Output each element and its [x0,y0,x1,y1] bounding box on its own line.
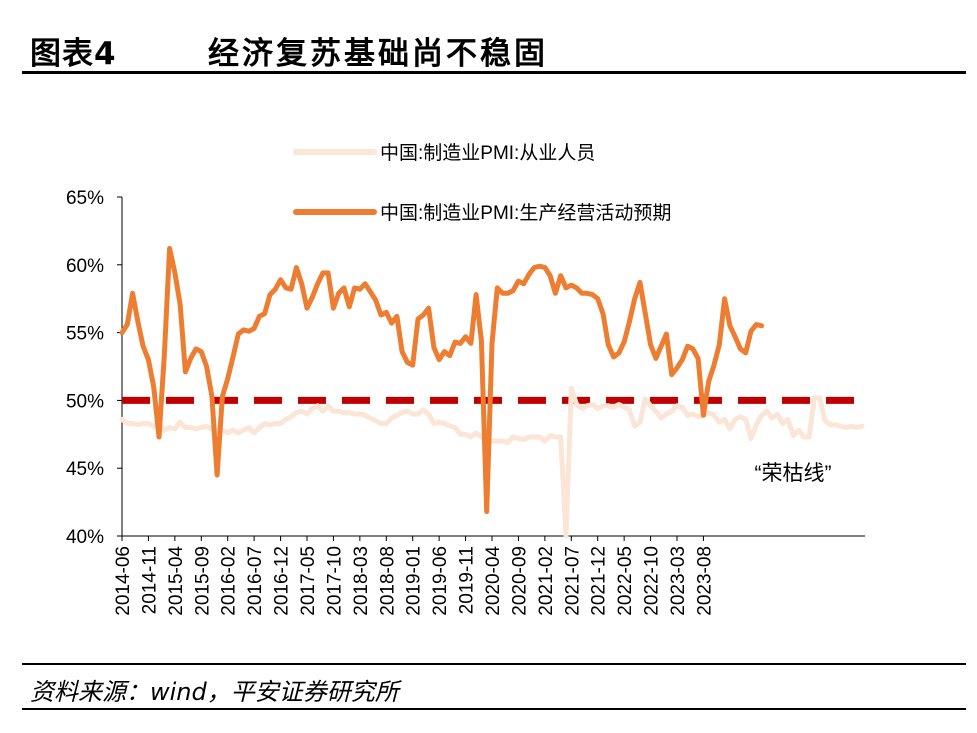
figure-title: 图表4 经济复苏基础尚不稳固 [22,26,966,74]
series-layer [119,246,865,539]
figure-title-text: 经济复苏基础尚不稳固 [208,36,548,72]
x-tick-label: 2022-10 [642,546,663,616]
x-tick-label: 2023-08 [694,546,715,616]
x-tick-label: 2015-04 [166,546,187,616]
x-tick-label: 2016-07 [245,546,266,616]
expectations-series-line [119,246,765,515]
figure-number: 图表4 [30,36,117,72]
x-tick-label: 2023-03 [668,546,689,616]
x-tick-label: 2014-11 [139,546,160,614]
x-tick-label: 2019-06 [430,546,451,616]
x-tick-label: 2016-12 [272,546,293,616]
x-tick-label: 2018-03 [351,546,372,616]
y-tick-label: 65% [66,188,104,209]
y-tick-label: 45% [66,459,104,480]
x-tick-label: 2021-02 [536,546,557,616]
x-tick-label: 2020-09 [509,546,530,616]
x-tick-label: 2021-07 [562,546,583,616]
x-tick-label: 2015-09 [192,546,213,616]
x-tick-label: 2019-11 [457,546,478,614]
x-tick-label: 2021-12 [589,546,610,616]
legend-label: 中国:制造业PMI:从业人员 [380,142,595,164]
legend-label: 中国:制造业PMI:生产经营活动预期 [380,202,671,224]
x-tick-label: 2017-05 [298,546,319,616]
x-tick-label: 2017-10 [324,546,345,616]
y-tick-label: 50% [66,391,104,412]
x-tick-label: 2020-04 [483,546,504,616]
employees-series-line [119,385,865,539]
source-bottom-rule [22,708,966,710]
threshold-label: “荣枯线” [755,462,832,485]
x-tick-label: 2016-02 [219,546,240,616]
pmi-line-chart: 40%45%50%55%60%65%2014-06 2014-11 2015-04 2… [66,142,865,616]
y-tick-label: 60% [66,256,104,277]
chart-axes: 40%45%50%55%60%65%2014-06 2014-11 2015-04 2… [66,188,865,616]
y-tick-label: 40% [66,527,104,548]
y-tick-label: 55% [66,324,104,345]
source-top-rule [22,663,966,665]
x-tick-label: 2018-08 [377,546,398,616]
x-tick-label: 2019-01 [404,546,425,616]
source-note: 资料来源：wind，平安证券研究所 [30,678,399,706]
x-tick-label: 2014-06 [113,546,134,616]
x-tick-label: 2022-05 [615,546,636,616]
